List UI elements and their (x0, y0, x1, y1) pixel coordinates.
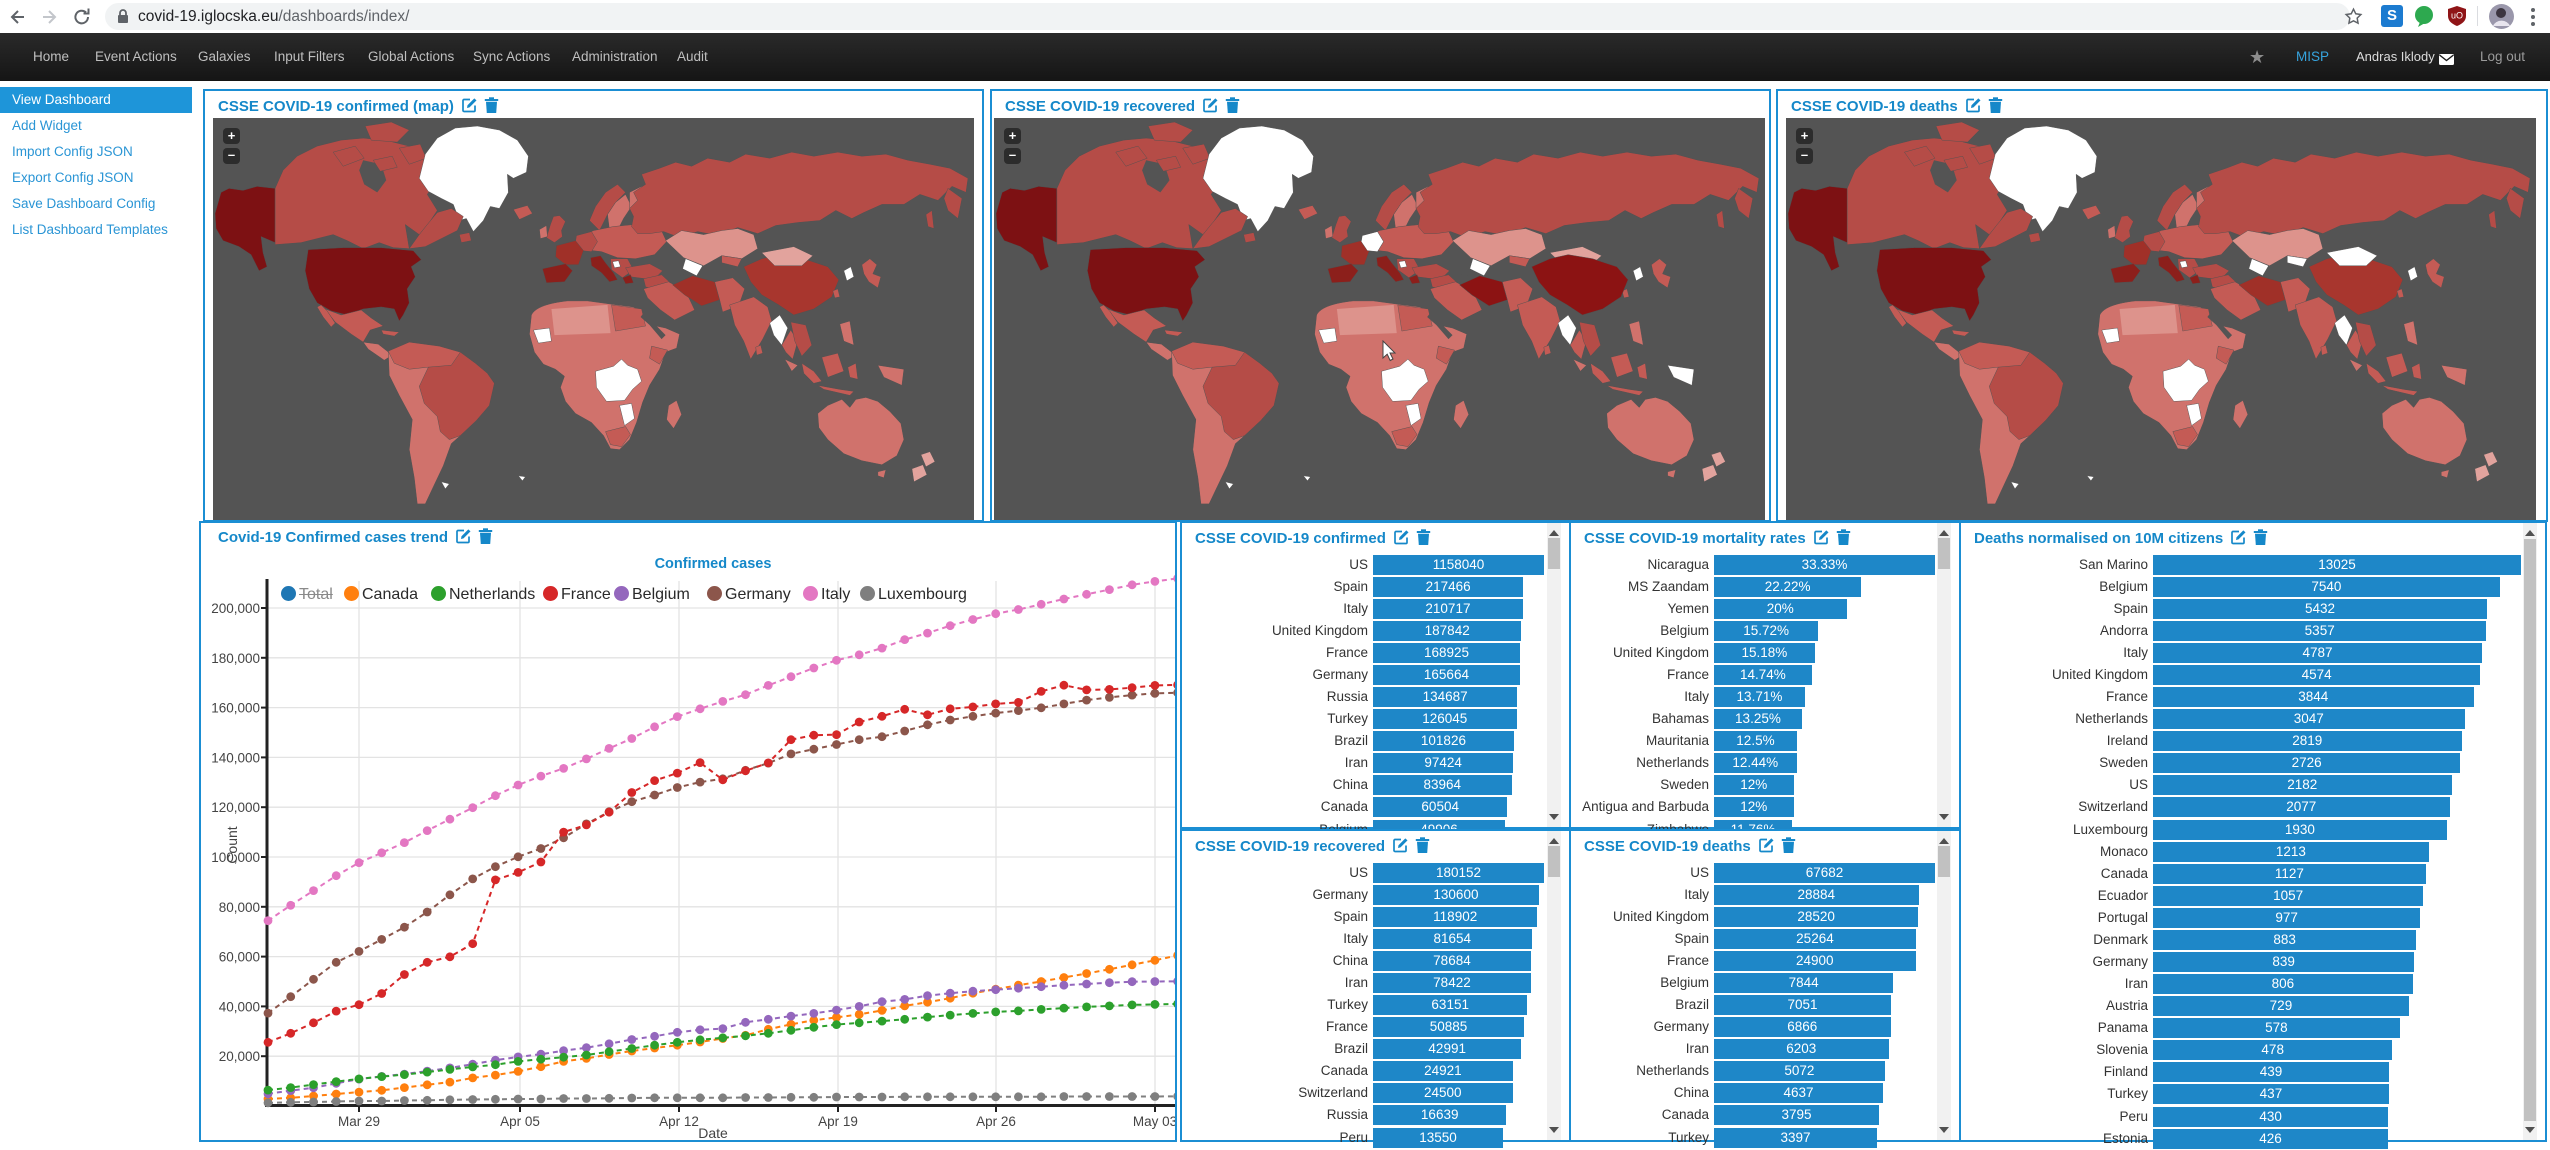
svg-text:100,000: 100,000 (211, 850, 260, 865)
svg-text:160,000: 160,000 (211, 701, 260, 716)
svg-text:140,000: 140,000 (211, 750, 260, 765)
svg-text:Apr 19: Apr 19 (818, 1114, 858, 1129)
svg-text:40,000: 40,000 (219, 999, 260, 1014)
svg-text:Mar 29: Mar 29 (338, 1114, 380, 1129)
svg-text:uO: uO (2451, 11, 2463, 21)
svg-text:Date: Date (698, 1125, 728, 1140)
svg-text:Apr 12: Apr 12 (659, 1114, 699, 1129)
svg-text:120,000: 120,000 (211, 800, 260, 815)
svg-text:60,000: 60,000 (219, 950, 260, 965)
svg-text:May 03: May 03 (1133, 1114, 1175, 1129)
svg-text:Apr 05: Apr 05 (500, 1114, 540, 1129)
svg-text:180,000: 180,000 (211, 651, 260, 666)
svg-text:Count: Count (224, 826, 240, 863)
svg-text:20,000: 20,000 (219, 1049, 260, 1064)
svg-text:Apr 26: Apr 26 (976, 1114, 1016, 1129)
svg-text:200,000: 200,000 (211, 601, 260, 616)
svg-text:80,000: 80,000 (219, 900, 260, 915)
